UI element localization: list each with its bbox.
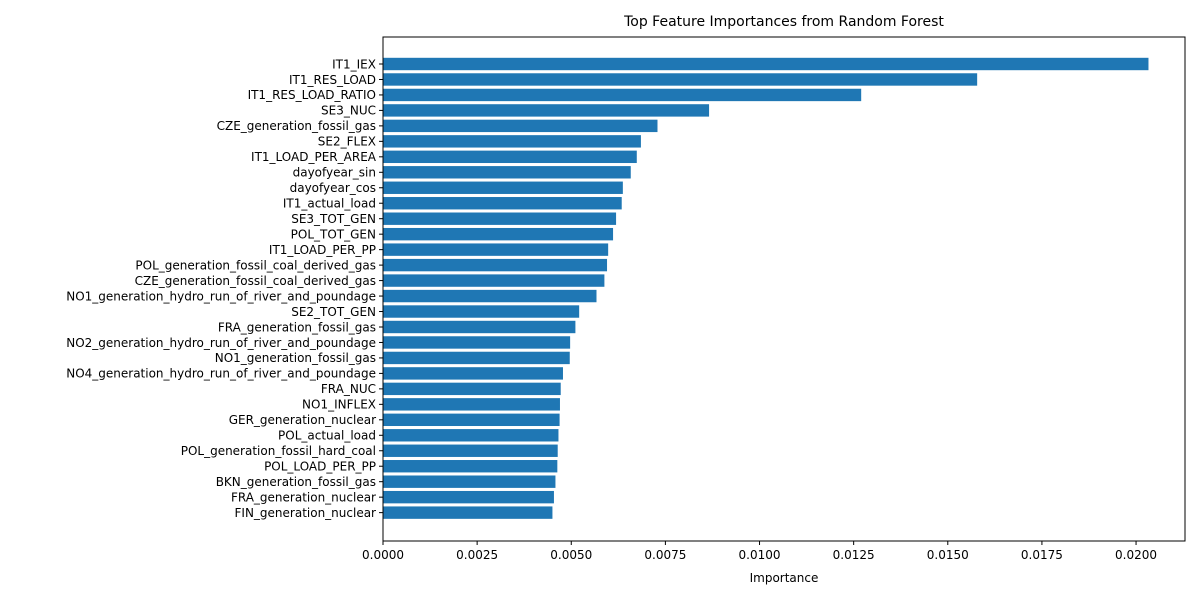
y-tick-label: POL_actual_load: [278, 429, 376, 443]
x-tick-label: 0.0200: [1115, 548, 1157, 562]
bar-IT1_LOAD_PER_PP: [383, 243, 609, 256]
bar-BKN_generation_fossil_gas: [383, 475, 556, 488]
y-tick-label: FIN_generation_nuclear: [235, 506, 377, 520]
y-tick-label: IT1_RES_LOAD_RATIO: [248, 88, 376, 102]
bar-NO4_generation_hydro_run_of_river_and_poundage: [383, 367, 563, 380]
bar-NO1_INFLEX: [383, 398, 560, 411]
bar-IT1_RES_LOAD: [383, 73, 978, 86]
y-tick-label: CZE_generation_fossil_gas: [217, 119, 376, 133]
bar-POL_TOT_GEN: [383, 227, 614, 241]
bar-FRA_generation_nuclear: [383, 490, 554, 504]
y-tick-label: SE3_TOT_GEN: [291, 212, 376, 226]
x-tick-label: 0.0100: [739, 548, 781, 562]
bar-dayofyear_sin: [383, 166, 631, 179]
y-tick-label: IT1_LOAD_PER_PP: [269, 243, 376, 257]
bar-SE2_FLEX: [383, 135, 641, 148]
x-tick-label: 0.0075: [644, 548, 686, 562]
y-tick-label: IT1_IEX: [332, 57, 376, 71]
y-tick-label: NO1_INFLEX: [302, 398, 376, 412]
x-axis-label: Importance: [750, 571, 819, 585]
bar-NO2_generation_hydro_run_of_river_and_poundage: [383, 336, 571, 349]
bar-POL_LOAD_PER_PP: [383, 460, 558, 473]
y-tick-label: POL_generation_fossil_coal_derived_gas: [135, 258, 376, 272]
bar-NO1_generation_fossil_gas: [383, 351, 570, 365]
bar-SE3_TOT_GEN: [383, 212, 617, 225]
y-tick-label: GER_generation_nuclear: [229, 413, 376, 427]
x-tick-label: 0.0000: [362, 548, 404, 562]
y-tick-label: SE2_TOT_GEN: [291, 305, 376, 319]
y-tick-label: NO1_generation_hydro_run_of_river_and_po…: [66, 289, 376, 303]
chart-title: Top Feature Importances from Random Fore…: [623, 14, 944, 30]
y-tick-label: FRA_generation_nuclear: [231, 490, 376, 504]
bar-POL_actual_load: [383, 429, 559, 442]
y-tick-label: POL_LOAD_PER_PP: [264, 460, 376, 474]
bar-FIN_generation_nuclear: [383, 506, 553, 519]
y-tick-label: SE3_NUC: [321, 104, 376, 118]
bar-dayofyear_cos: [383, 181, 623, 194]
x-ticks: 0.0000 0.0025 0.0050 0.0075 0.0100 0.0125 0.01…: [362, 541, 1157, 562]
y-tick-label: BKN_generation_fossil_gas: [216, 475, 376, 489]
x-tick-label: 0.0150: [927, 548, 969, 562]
y-tick-label: NO4_generation_hydro_run_of_river_and_po…: [66, 367, 376, 381]
plot-frame: [382, 36, 1186, 542]
bar-CZE_generation_fossil_gas: [383, 119, 658, 133]
y-tick-label: NO1_generation_fossil_gas: [215, 351, 376, 365]
y-tick-label: dayofyear_sin: [293, 166, 376, 180]
y-tick-label: dayofyear_cos: [290, 181, 376, 195]
x-tick-label: 0.0125: [833, 548, 875, 562]
bar-POL_generation_fossil_coal_derived_gas: [383, 258, 608, 272]
bar-IT1_IEX: [383, 57, 1149, 71]
y-tick-label: IT1_LOAD_PER_AREA: [251, 150, 377, 164]
x-tick-label: 0.0175: [1021, 548, 1063, 562]
bar-NO1_generation_hydro_run_of_river_and_poundage: [383, 289, 597, 303]
y-tick-label: FRA_generation_fossil_gas: [218, 320, 376, 334]
bar-SE3_NUC: [383, 104, 710, 117]
bars-group: [383, 57, 1149, 519]
bar-IT1_RES_LOAD_RATIO: [383, 88, 862, 102]
y-tick-label: SE2_FLEX: [318, 135, 376, 149]
x-tick-label: 0.0025: [456, 548, 498, 562]
y-tick-label: IT1_actual_load: [283, 197, 376, 211]
bar-SE2_TOT_GEN: [383, 305, 580, 318]
y-tick-label: NO2_generation_hydro_run_of_river_and_po…: [66, 336, 376, 350]
x-tick-label: 0.0050: [550, 548, 592, 562]
y-tick-label: POL_TOT_GEN: [291, 227, 376, 241]
y-tick-label: FRA_NUC: [321, 382, 376, 396]
bar-IT1_LOAD_PER_AREA: [383, 150, 637, 164]
bar-FRA_NUC: [383, 382, 561, 396]
y-tick-label: POL_generation_fossil_hard_coal: [181, 444, 376, 458]
bar-GER_generation_nuclear: [383, 413, 560, 427]
bar-CZE_generation_fossil_coal_derived_gas: [383, 274, 605, 287]
bar-POL_generation_fossil_hard_coal: [383, 444, 558, 457]
bar-IT1_actual_load: [383, 197, 622, 210]
y-tick-label: IT1_RES_LOAD: [289, 73, 376, 87]
bar-FRA_generation_fossil_gas: [383, 320, 576, 334]
y-tick-label: CZE_generation_fossil_coal_derived_gas: [135, 274, 376, 288]
